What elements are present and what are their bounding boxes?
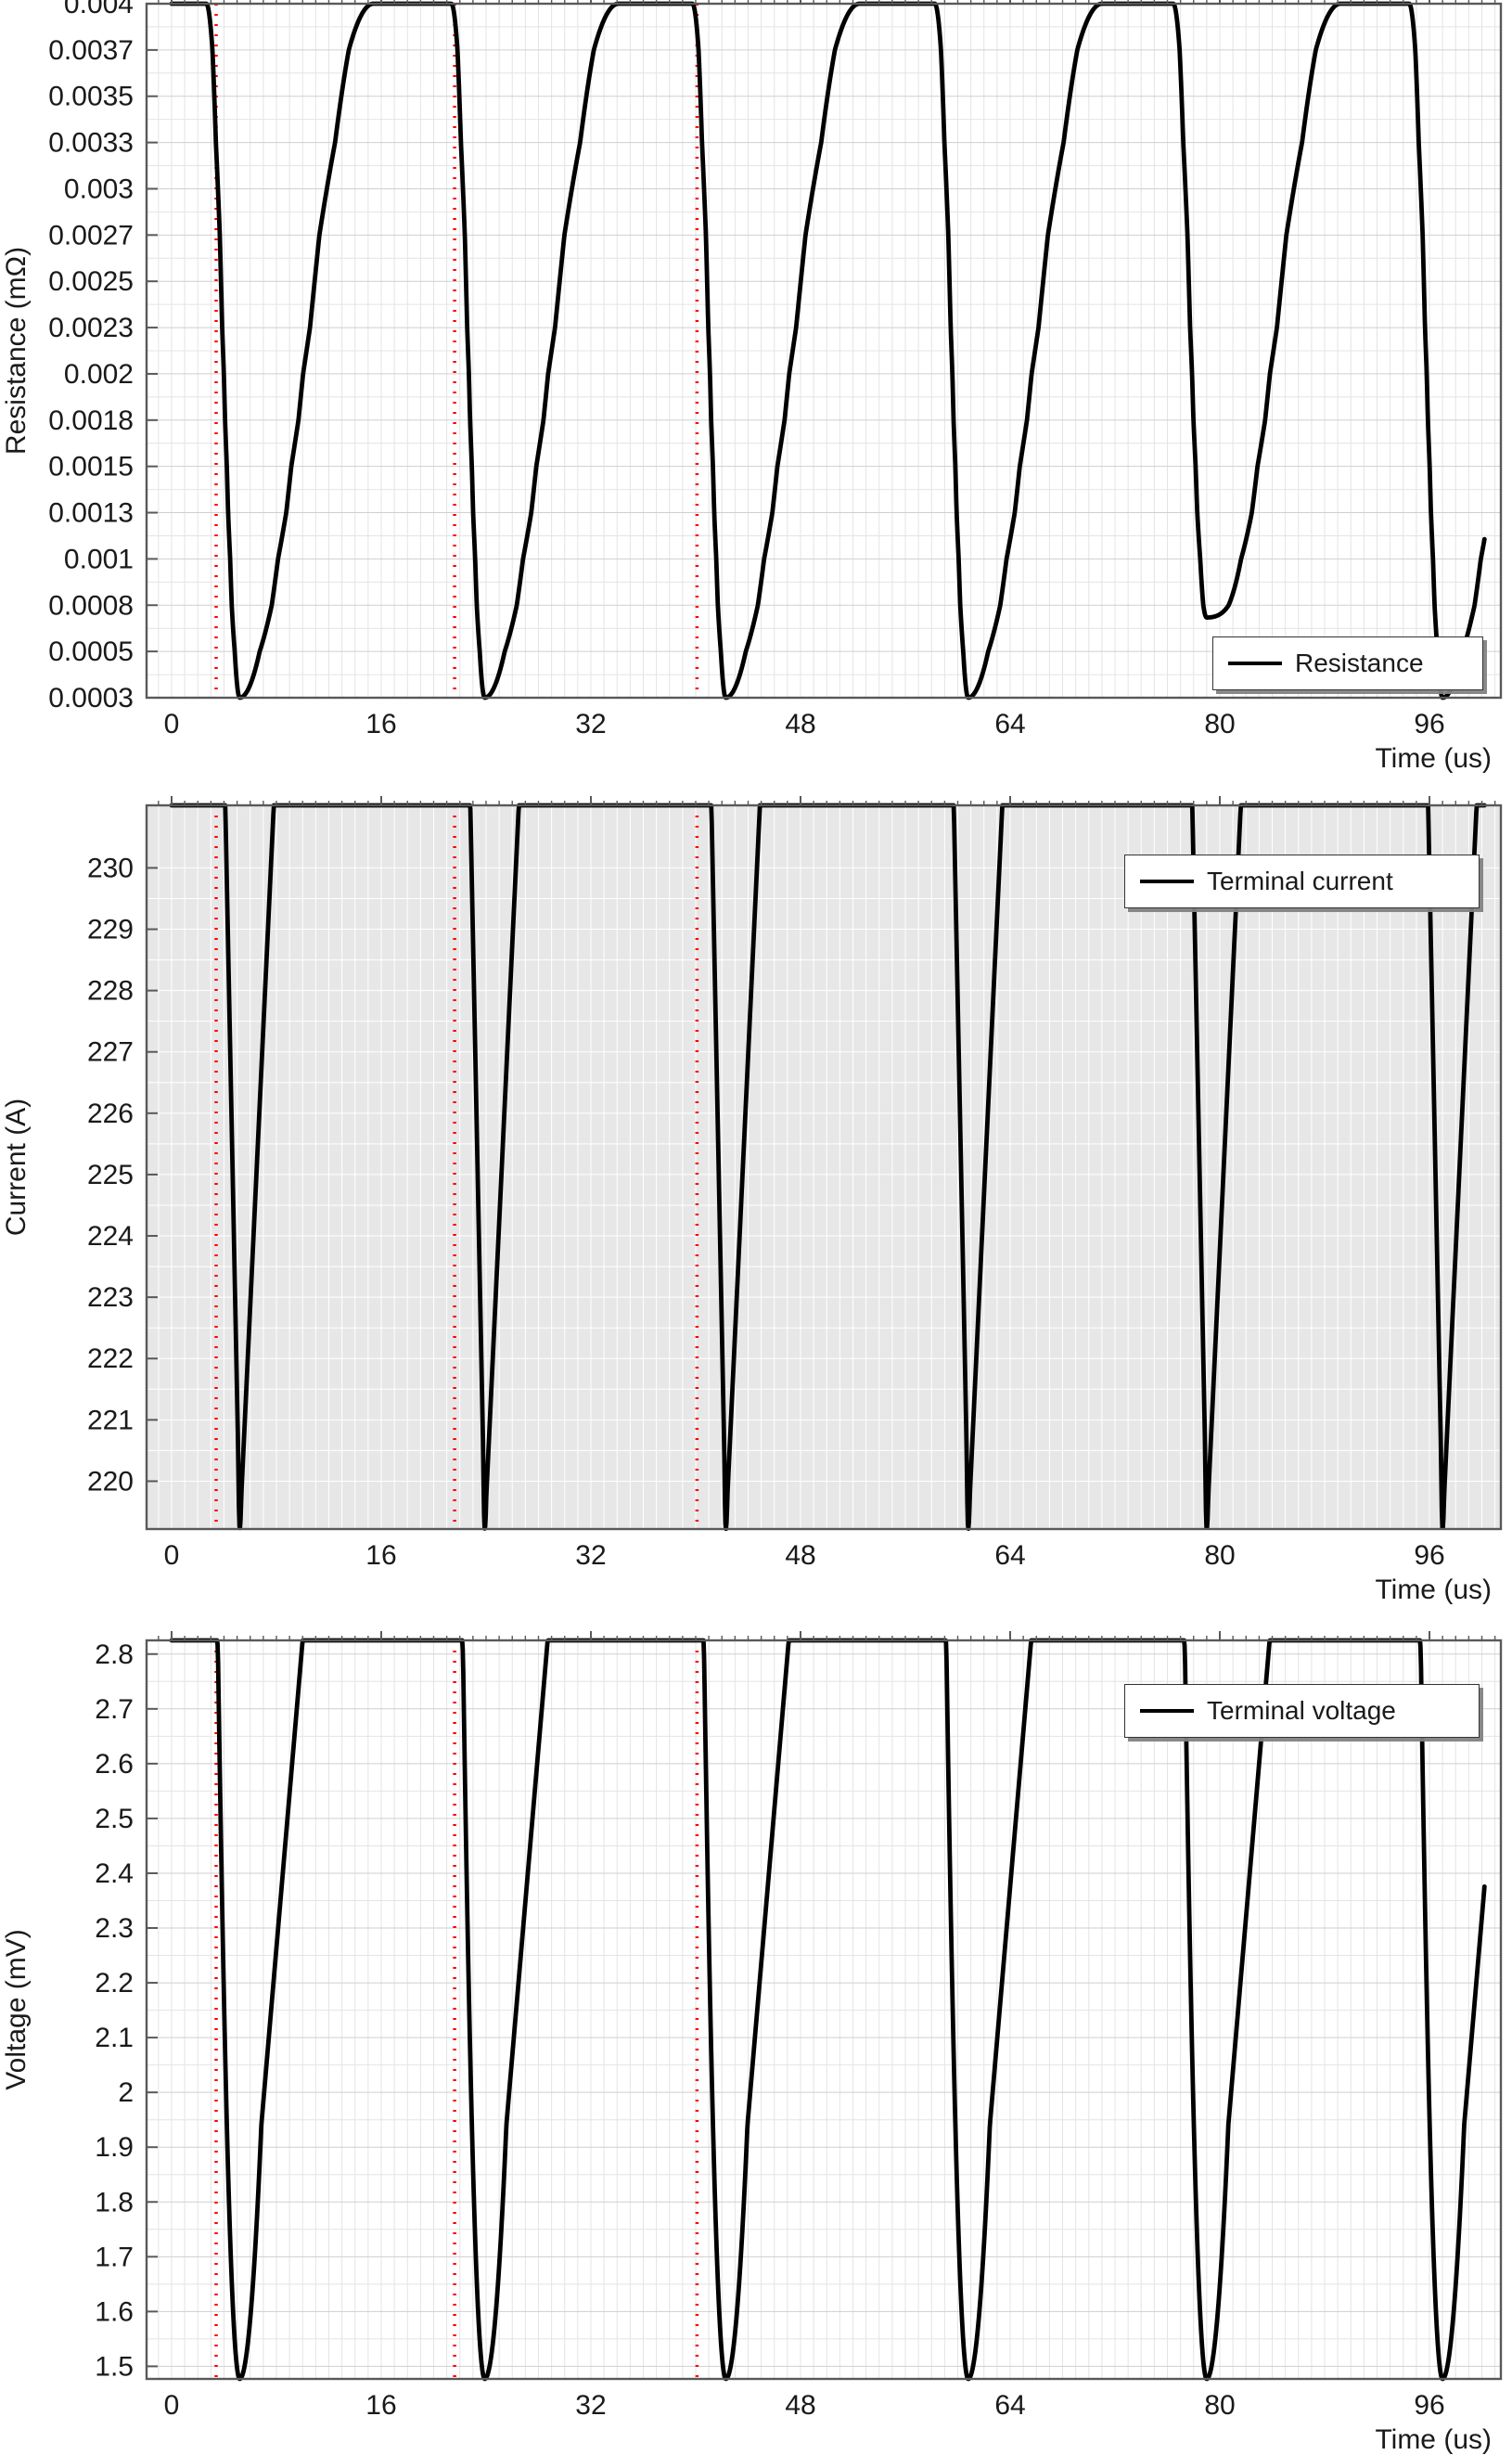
svg-text:0.0035: 0.0035 [48,82,134,112]
svg-text:224: 224 [87,1221,134,1252]
svg-text:1.7: 1.7 [95,2242,134,2272]
svg-text:96: 96 [1414,2390,1444,2421]
svg-text:0: 0 [164,2390,180,2421]
svg-text:220: 220 [87,1466,134,1497]
svg-text:0.0037: 0.0037 [48,35,134,66]
svg-text:48: 48 [785,709,815,739]
svg-text:1.8: 1.8 [95,2187,134,2217]
svg-text:2.3: 2.3 [95,1913,134,1944]
svg-text:16: 16 [365,1540,396,1571]
svg-text:1.9: 1.9 [95,2132,134,2163]
svg-text:2: 2 [118,2077,134,2108]
svg-text:0.0027: 0.0027 [48,220,134,251]
svg-text:0: 0 [164,1540,180,1571]
svg-text:223: 223 [87,1282,134,1313]
svg-text:0.0008: 0.0008 [48,590,134,621]
svg-text:0.0025: 0.0025 [48,266,134,297]
svg-text:1.5: 1.5 [95,2351,134,2382]
svg-text:2.5: 2.5 [95,1804,134,1834]
svg-text:48: 48 [785,1540,815,1571]
svg-text:64: 64 [994,2390,1025,2421]
svg-text:0.003: 0.003 [64,174,134,205]
svg-text:0.0018: 0.0018 [48,405,134,436]
svg-text:229: 229 [87,915,134,945]
svg-text:16: 16 [365,2390,396,2421]
svg-text:222: 222 [87,1343,134,1374]
svg-text:64: 64 [994,709,1025,739]
svg-text:2.4: 2.4 [95,1858,134,1889]
svg-text:Time (us): Time (us) [1375,2424,1492,2455]
svg-text:32: 32 [575,2390,606,2421]
svg-text:2.7: 2.7 [95,1694,134,1725]
svg-text:64: 64 [994,1540,1025,1571]
svg-text:2.2: 2.2 [95,1968,134,1999]
svg-text:228: 228 [87,976,134,1007]
svg-text:1.6: 1.6 [95,2296,134,2327]
svg-text:230: 230 [87,853,134,883]
svg-text:227: 227 [87,1037,134,1068]
svg-text:48: 48 [785,2390,815,2421]
svg-text:221: 221 [87,1405,134,1435]
svg-text:32: 32 [575,709,606,739]
svg-text:2.6: 2.6 [95,1749,134,1780]
svg-text:2.8: 2.8 [95,1639,134,1670]
svg-text:32: 32 [575,1540,606,1571]
svg-text:0: 0 [164,709,180,739]
svg-text:225: 225 [87,1160,134,1190]
svg-text:2.1: 2.1 [95,2023,134,2053]
svg-text:226: 226 [87,1099,134,1129]
svg-text:0.0023: 0.0023 [48,313,134,343]
svg-text:Time (us): Time (us) [1375,743,1492,774]
svg-text:0.004: 0.004 [64,0,134,19]
svg-text:96: 96 [1414,709,1444,739]
svg-text:80: 80 [1204,709,1235,739]
svg-text:0.0005: 0.0005 [48,636,134,667]
svg-text:16: 16 [365,709,396,739]
svg-text:0.0013: 0.0013 [48,498,134,529]
svg-text:96: 96 [1414,1540,1444,1571]
svg-text:0.001: 0.001 [64,544,134,574]
svg-text:0.0033: 0.0033 [48,128,134,159]
svg-text:Time (us): Time (us) [1375,1575,1492,1605]
svg-text:80: 80 [1204,2390,1235,2421]
svg-text:0.0015: 0.0015 [48,452,134,482]
svg-text:0.002: 0.002 [64,359,134,390]
svg-text:80: 80 [1204,1540,1235,1571]
svg-text:0.0003: 0.0003 [48,683,134,713]
